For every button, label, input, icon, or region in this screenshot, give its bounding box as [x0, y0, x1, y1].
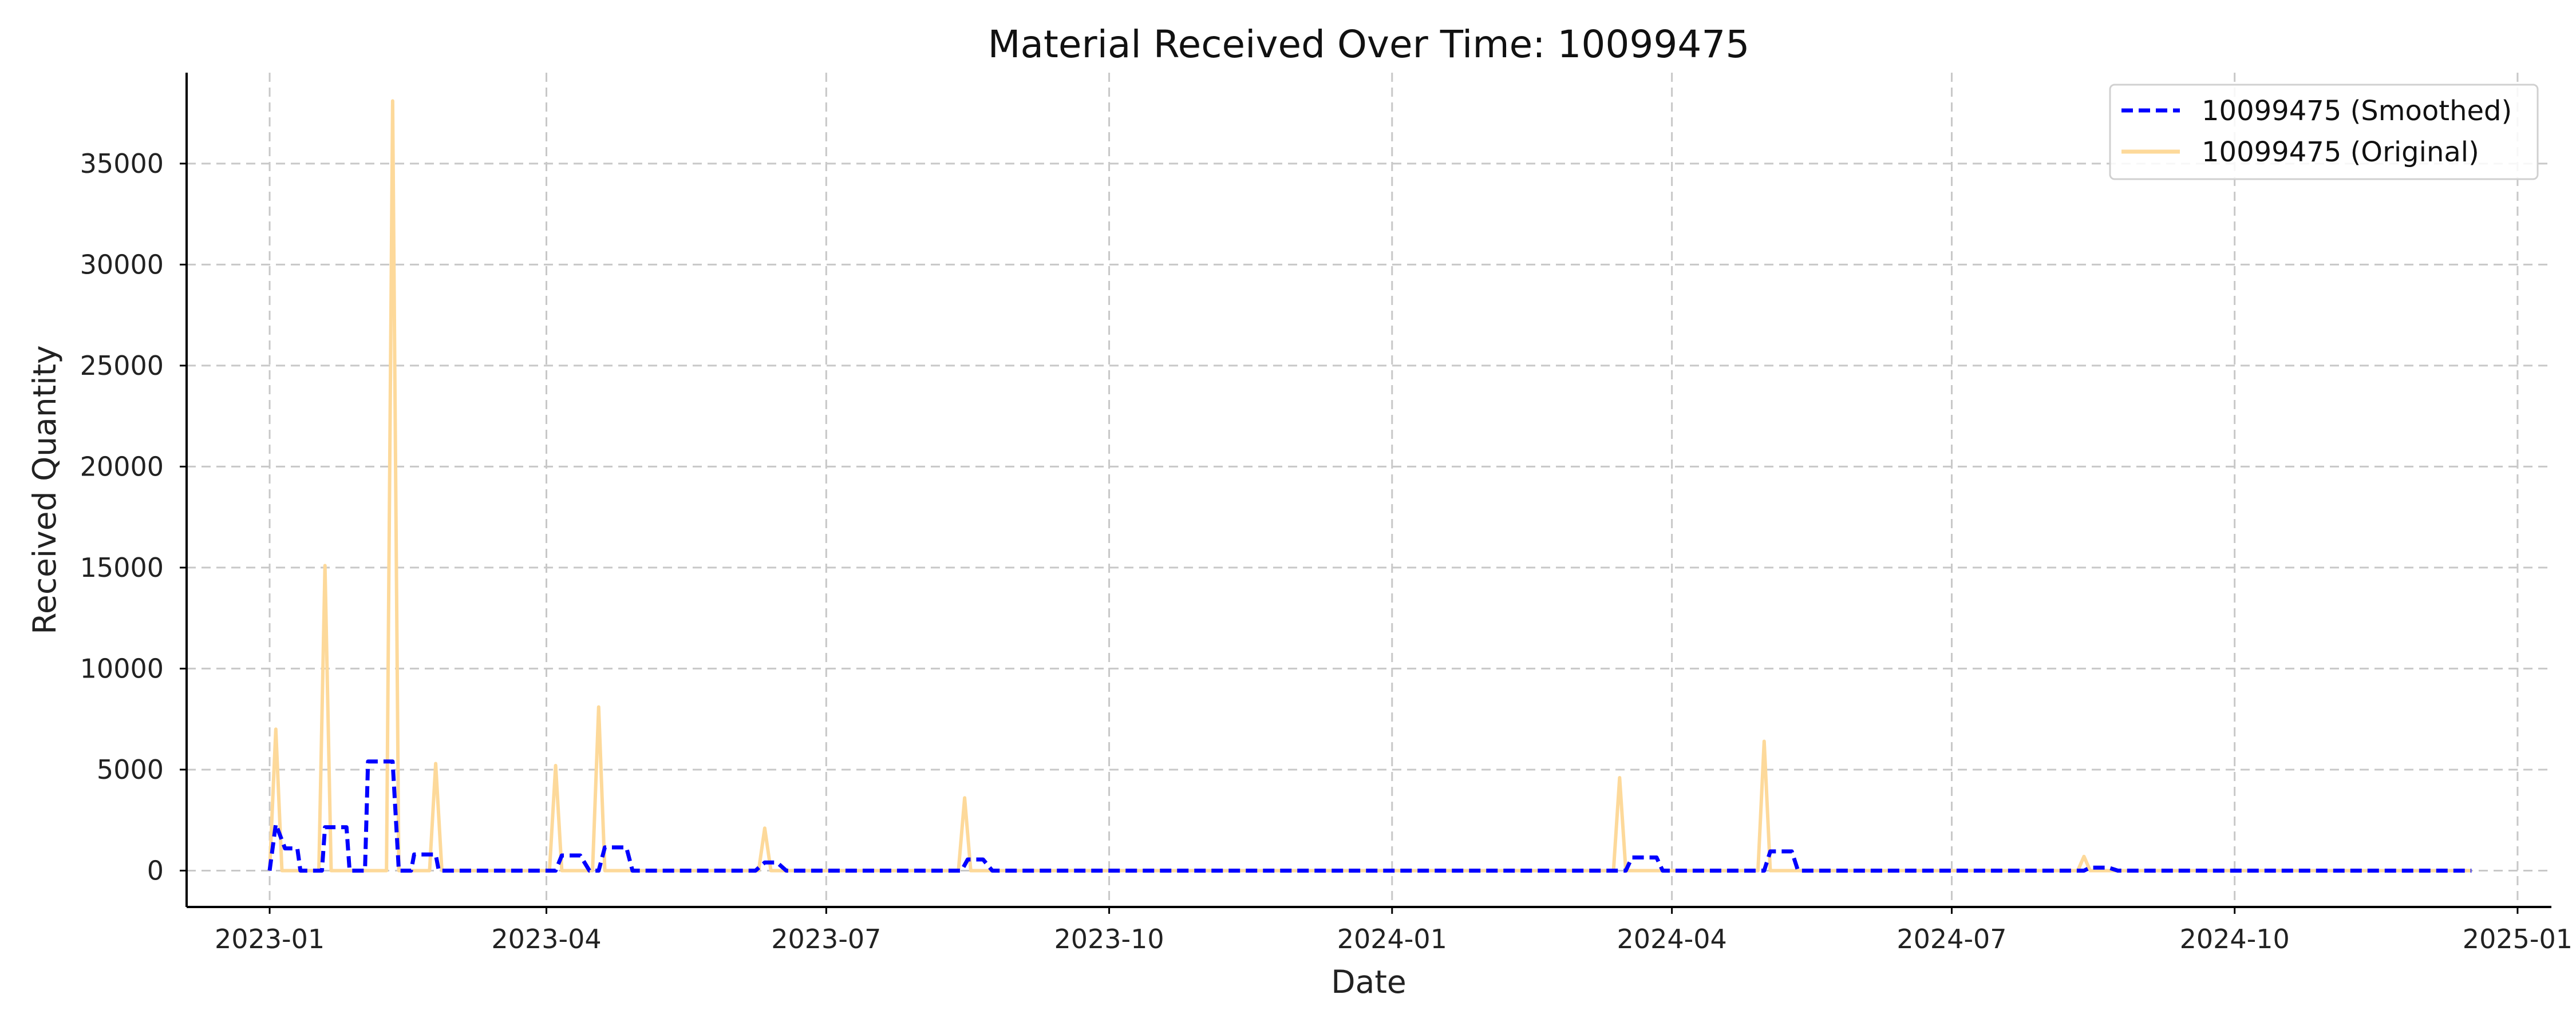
axes-layer	[185, 73, 2551, 908]
x-tick-label: 2024-04	[1617, 924, 1727, 954]
x-tick-label: 2025-01	[2463, 924, 2573, 954]
y-tick-label: 35000	[80, 148, 164, 179]
y-tick-label: 0	[147, 855, 164, 886]
x-tick-label: 2023-04	[491, 924, 601, 954]
legend-label-original: 10099475 (Original)	[2202, 136, 2479, 168]
x-tick-label: 2024-07	[1897, 924, 2006, 954]
y-tick-label: 30000	[80, 249, 164, 280]
y-tick-label: 10000	[80, 653, 164, 684]
grid-layer	[187, 73, 2551, 907]
ticks-layer: 2023-01 2023-04 2023-07 2023-10 2024-01 2024-…	[80, 148, 2573, 954]
x-tick-label: 2024-01	[1337, 924, 1447, 954]
x-tick-label: 2024-10	[2180, 924, 2290, 954]
x-axis-title: Date	[1331, 964, 1406, 1000]
y-tick-label: 20000	[80, 451, 164, 482]
series-smoothed-line	[267, 759, 2472, 873]
x-tick-label: 2023-01	[215, 924, 325, 954]
y-tick-label: 5000	[97, 754, 164, 785]
y-axis-title: Received Quantity	[26, 345, 63, 634]
series-layer	[267, 99, 2472, 873]
y-tick-label: 15000	[80, 552, 164, 583]
series-original-line	[268, 99, 2472, 873]
y-tick-label: 25000	[80, 350, 164, 381]
legend-box	[2109, 84, 2539, 180]
x-tick-label: 2023-10	[1054, 924, 1164, 954]
legend-label-smoothed: 10099475 (Smoothed)	[2202, 95, 2512, 127]
legend: 10099475 (Smoothed) 10099475 (Original)	[2109, 84, 2539, 180]
x-tick-label: 2023-07	[771, 924, 881, 954]
chart-title: Material Received Over Time: 10099475	[988, 22, 1750, 66]
